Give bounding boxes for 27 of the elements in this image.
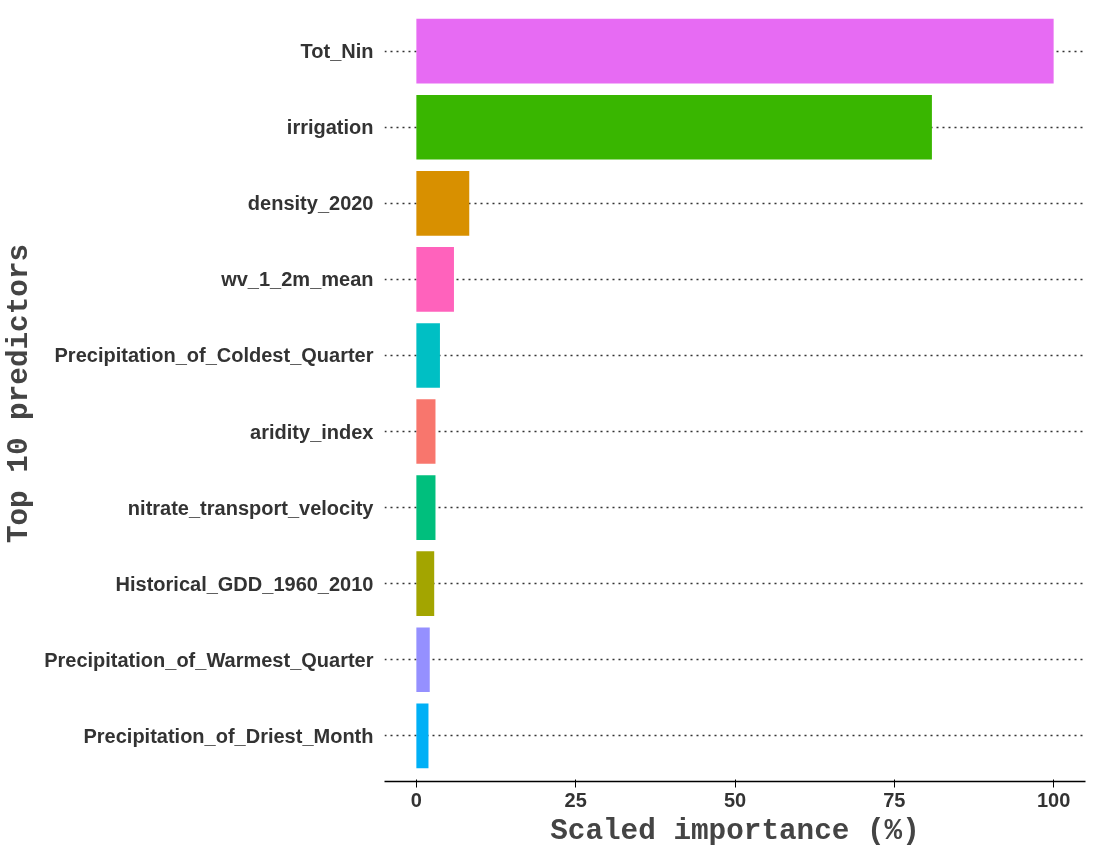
y-tick-label: Precipitation_of_Warmest_Quarter — [44, 648, 374, 671]
x-tick-label: 50 — [723, 788, 747, 811]
x-tick-label: 25 — [564, 788, 587, 811]
bar — [416, 475, 436, 540]
x-axis-title: Scaled importance (%) — [550, 814, 920, 848]
y-axis-title: Top 10 predictors — [3, 243, 37, 544]
bar — [416, 170, 470, 236]
y-tick-label: aridity_index — [250, 420, 374, 443]
y-tick-label: Precipitation_of_Driest_Month — [83, 724, 374, 747]
bar — [416, 94, 932, 160]
y-tick-label: Historical_GDD_1960_2010 — [115, 572, 374, 595]
y-tick-label: Precipitation_of_Coldest_Quarter — [54, 344, 374, 367]
bar — [416, 247, 454, 312]
y-tick-label: irrigation — [286, 116, 374, 139]
bar — [416, 323, 440, 388]
x-tick-label: 0 — [410, 788, 422, 811]
bar — [416, 627, 430, 693]
bar — [416, 399, 436, 464]
x-tick-label: 100 — [1036, 788, 1071, 811]
y-tick-label: nitrate_transport_velocity — [127, 496, 375, 519]
x-tick-label: 75 — [883, 788, 906, 811]
bar — [416, 551, 435, 617]
y-tick-label: Tot_Nin — [300, 40, 374, 63]
y-tick-label: wv_1_2m_mean — [220, 268, 374, 291]
bar — [416, 703, 429, 769]
bar — [416, 18, 1054, 84]
y-tick-label: density_2020 — [247, 192, 374, 215]
